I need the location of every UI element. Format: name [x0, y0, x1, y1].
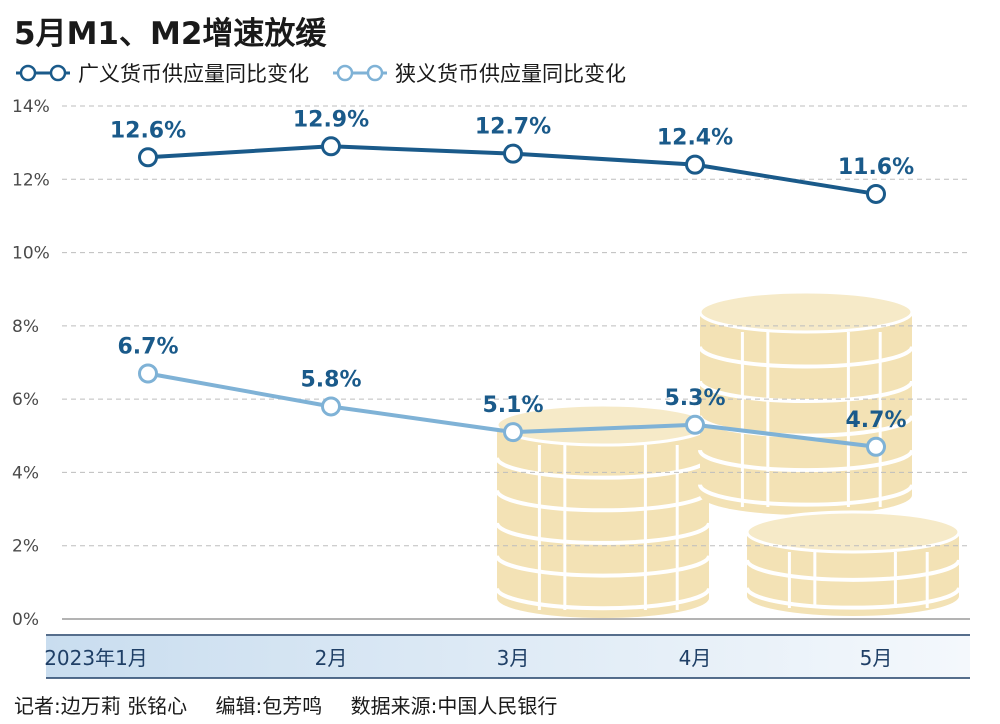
data-label: 4.7%	[845, 408, 906, 433]
x-band-fill	[46, 636, 970, 678]
coin-stacks-illustration	[495, 290, 961, 618]
chart-title: 5月M1、M2增速放缓	[14, 16, 327, 52]
x-tick-label: 5月	[860, 646, 893, 670]
data-label: 5.3%	[664, 386, 725, 411]
y-tick-label: 2%	[12, 537, 39, 557]
data-point	[138, 147, 158, 168]
data-point	[321, 136, 341, 157]
data-point	[685, 154, 705, 175]
data-point	[321, 396, 341, 417]
y-tick-label: 14%	[12, 97, 50, 117]
data-label: 5.1%	[482, 393, 543, 418]
y-tick-label: 10%	[12, 244, 50, 264]
data-label: 11.6%	[838, 155, 914, 180]
coin-stack-left	[495, 403, 711, 618]
legend-label-m1: 狭义货币供应量同比变化	[395, 62, 626, 86]
data-label: 12.9%	[293, 107, 369, 132]
series-m2: 12.6% 12.9% 12.7% 12.4% 11.6%	[110, 107, 914, 204]
legend-label-m2: 广义货币供应量同比变化	[78, 62, 309, 86]
footer-credits: 记者:边万莉 张铭心 编辑:包芳鸣 数据来源:中国人民银行	[14, 690, 579, 719]
data-point	[138, 363, 158, 384]
data-point	[503, 143, 523, 164]
x-tick-label: 2023年1月	[44, 646, 148, 670]
y-tick-label: 8%	[12, 317, 39, 337]
x-tick-label: 4月	[679, 646, 712, 670]
data-point	[685, 414, 705, 435]
legend-item-m1: 狭义货币供应量同比变化	[331, 58, 626, 88]
x-tick-label: 2月	[315, 646, 348, 670]
y-tick-label: 12%	[12, 170, 50, 190]
line-chart: 0% 2% 4% 6% 8% 10% 12% 14% 2023年1月 2月 3月 4月 5月 12.6…	[12, 97, 970, 679]
legend-item-m2: 广义货币供应量同比变化	[14, 58, 309, 88]
x-axis-band	[46, 634, 970, 679]
reporter-credit: 记者:边万莉 张铭心	[14, 694, 188, 718]
y-tick-label: 6%	[12, 390, 39, 410]
coin-stack-back	[698, 290, 914, 515]
series-layer: 12.6% 12.9% 12.7% 12.4% 11.6% 6.7% 5.8% 5.1% 5.3…	[110, 107, 914, 457]
legend: 广义货币供应量同比变化 狭义货币供应量同比变化	[14, 58, 648, 88]
coin-stack-front	[745, 510, 961, 616]
source-credit: 数据来源:中国人民银行	[350, 694, 558, 718]
data-point	[866, 436, 886, 457]
data-label: 6.7%	[117, 334, 178, 359]
y-axis: 0% 2% 4% 6% 8% 10% 12% 14%	[12, 97, 50, 630]
series-m1: 6.7% 5.8% 5.1% 5.3% 4.7%	[117, 334, 907, 457]
data-label: 12.6%	[110, 118, 186, 143]
legend-swatch-m1-icon	[333, 64, 387, 82]
x-tick-label: 3月	[497, 646, 530, 670]
y-tick-label: 0%	[12, 610, 39, 630]
x-axis: 2023年1月 2月 3月 4月 5月	[44, 646, 892, 670]
data-label: 12.7%	[475, 115, 551, 140]
editor-credit: 编辑:包芳鸣	[215, 694, 323, 718]
data-point	[866, 183, 886, 204]
legend-swatch-m2-icon	[16, 64, 70, 82]
data-label: 5.8%	[300, 367, 361, 392]
gridlines	[62, 105, 970, 620]
data-label: 12.4%	[657, 126, 733, 151]
y-tick-label: 4%	[12, 463, 39, 483]
data-point	[503, 422, 523, 443]
